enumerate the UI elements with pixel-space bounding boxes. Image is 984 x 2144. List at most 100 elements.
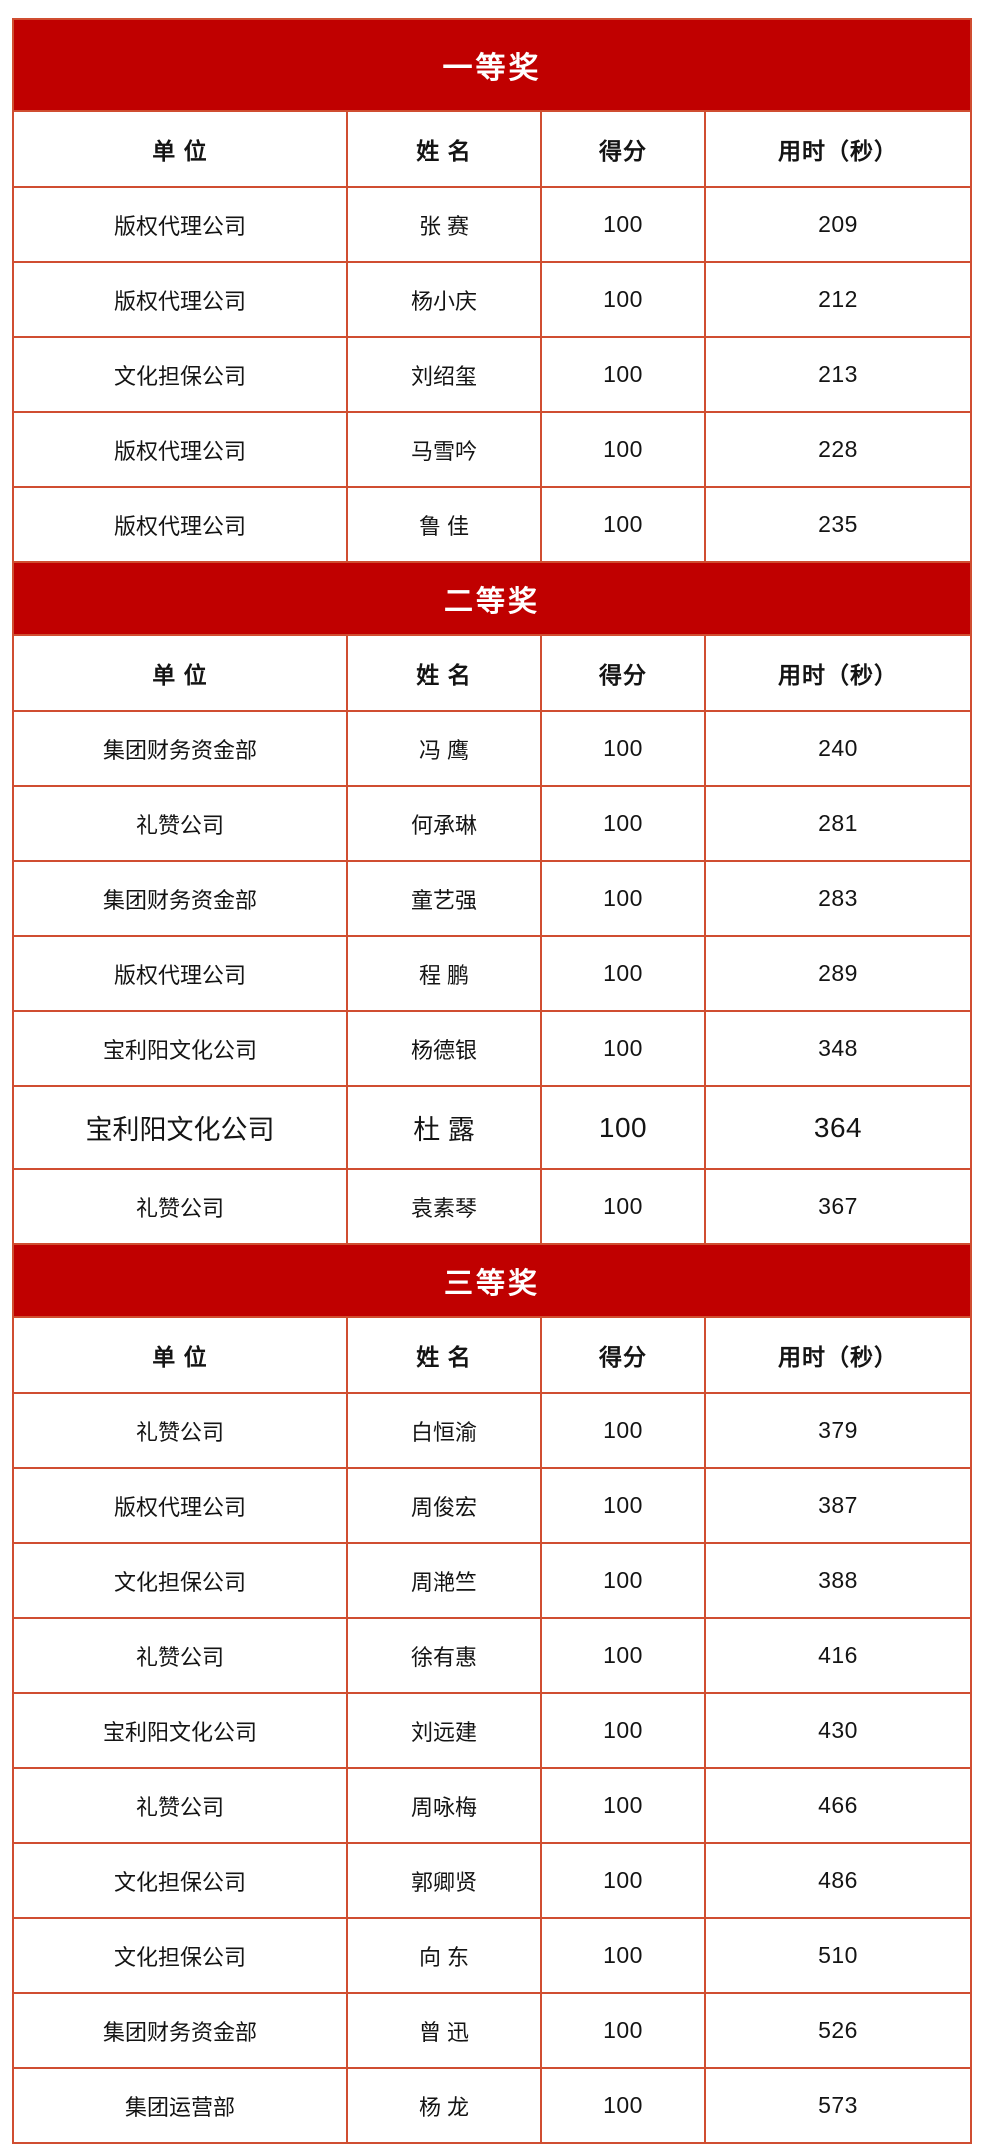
table-row: 宝利阳文化公司 杨德银 100 348 — [12, 1010, 972, 1087]
time-cell: 212 — [704, 261, 972, 338]
unit-cell: 礼赞公司 — [12, 1617, 348, 1694]
score-cell: 100 — [540, 1168, 706, 1245]
unit-cell: 集团运营部 — [12, 2067, 348, 2144]
unit-cell: 宝利阳文化公司 — [12, 1010, 348, 1087]
table-row: 礼赞公司 白恒渝 100 379 — [12, 1392, 972, 1469]
table-row: 集团财务资金部曾 迅 100 526 — [12, 1992, 972, 2069]
score-cell: 100 — [540, 785, 706, 862]
score-cell: 100 — [540, 1542, 706, 1619]
name-cell: 徐有惠 — [346, 1617, 542, 1694]
table-row: 版权代理公司 马雪吟 100 228 — [12, 411, 972, 488]
score-cell: 100 — [540, 1767, 706, 1844]
column-header-name: 姓 名 — [346, 1316, 542, 1394]
unit-cell: 版权代理公司 — [12, 1467, 348, 1544]
name-cell: 袁素琴 — [346, 1168, 542, 1245]
column-header-name: 姓 名 — [346, 110, 542, 188]
score-cell: 100 — [540, 710, 706, 787]
column-header-time: 用时（秒） — [704, 110, 972, 188]
name-cell: 马雪吟 — [346, 411, 542, 488]
unit-cell: 版权代理公司 — [12, 486, 348, 563]
name-cell: 程 鹏 — [346, 935, 542, 1012]
unit-cell: 礼赞公司 — [12, 1767, 348, 1844]
time-cell: 283 — [704, 860, 972, 937]
score-cell: 100 — [540, 411, 706, 488]
table-row: 宝利阳文化公司 刘远建 100 430 — [12, 1692, 972, 1769]
name-cell: 周咏梅 — [346, 1767, 542, 1844]
time-cell: 573 — [704, 2067, 972, 2144]
unit-cell: 宝利阳文化公司 — [12, 1692, 348, 1769]
name-cell: 冯 鹰 — [346, 710, 542, 787]
name-cell: 杨德银 — [346, 1010, 542, 1087]
table-row: 礼赞公司 袁素琴 100 367 — [12, 1168, 972, 1245]
time-cell: 416 — [704, 1617, 972, 1694]
unit-cell: 礼赞公司 — [12, 1392, 348, 1469]
column-header-row: 单 位姓 名得分 用时（秒） — [12, 110, 972, 188]
table-row: 文化担保公司 周滟竺 100 388 — [12, 1542, 972, 1619]
name-cell: 曾 迅 — [346, 1992, 542, 2069]
score-cell: 100 — [540, 486, 706, 563]
time-cell: 289 — [704, 935, 972, 1012]
score-cell: 100 — [540, 1617, 706, 1694]
name-cell: 童艺强 — [346, 860, 542, 937]
unit-cell: 版权代理公司 — [12, 411, 348, 488]
unit-cell: 宝利阳文化公司 — [12, 1085, 348, 1170]
unit-cell: 礼赞公司 — [12, 785, 348, 862]
name-cell: 周滟竺 — [346, 1542, 542, 1619]
score-cell: 100 — [540, 261, 706, 338]
score-cell: 100 — [540, 1842, 706, 1919]
time-cell: 367 — [704, 1168, 972, 1245]
time-cell: 235 — [704, 486, 972, 563]
column-header-score: 得分 — [540, 1316, 706, 1394]
prize-section-banner-row: 一等奖 — [12, 18, 972, 112]
score-cell: 100 — [540, 1467, 706, 1544]
unit-cell: 文化担保公司 — [12, 336, 348, 413]
time-cell: 281 — [704, 785, 972, 862]
time-cell: 388 — [704, 1542, 972, 1619]
time-cell: 526 — [704, 1992, 972, 2069]
column-header-row: 单 位姓 名得分 用时（秒） — [12, 1316, 972, 1394]
time-cell: 379 — [704, 1392, 972, 1469]
time-cell: 466 — [704, 1767, 972, 1844]
unit-cell: 版权代理公司 — [12, 186, 348, 263]
column-header-unit: 单 位 — [12, 634, 348, 712]
unit-cell: 文化担保公司 — [12, 1842, 348, 1919]
column-header-score: 得分 — [540, 634, 706, 712]
table-row: 礼赞公司 周咏梅 100 466 — [12, 1767, 972, 1844]
unit-cell: 文化担保公司 — [12, 1542, 348, 1619]
table-row: 礼赞公司 何承琳 100 281 — [12, 785, 972, 862]
score-cell: 100 — [540, 2067, 706, 2144]
score-cell: 100 — [540, 336, 706, 413]
table-row: 礼赞公司 徐有惠 100 416 — [12, 1617, 972, 1694]
column-header-unit: 单 位 — [12, 110, 348, 188]
table-row: 文化担保公司 刘绍玺 100 213 — [12, 336, 972, 413]
score-cell: 100 — [540, 1392, 706, 1469]
time-cell: 348 — [704, 1010, 972, 1087]
unit-cell: 版权代理公司 — [12, 935, 348, 1012]
name-cell: 刘远建 — [346, 1692, 542, 1769]
unit-cell: 礼赞公司 — [12, 1168, 348, 1245]
score-cell: 100 — [540, 1992, 706, 2069]
time-cell: 387 — [704, 1467, 972, 1544]
column-header-time: 用时（秒） — [704, 634, 972, 712]
name-cell: 何承琳 — [346, 785, 542, 862]
award-results-table: 一等奖单 位姓 名得分 用时（秒） 版权代理公司张 赛 100 209 版权代理公司 杨小庆… — [12, 18, 972, 2144]
unit-cell: 集团财务资金部 — [12, 710, 348, 787]
time-cell: 364 — [704, 1085, 972, 1170]
name-cell: 鲁 佳 — [346, 486, 542, 563]
name-cell: 张 赛 — [346, 186, 542, 263]
prize-section-banner-row: 三等奖 — [12, 1243, 972, 1318]
table-row: 文化担保公司向 东 100 510 — [12, 1917, 972, 1994]
column-header-unit: 单 位 — [12, 1316, 348, 1394]
table-row: 版权代理公司鲁 佳 100 235 — [12, 486, 972, 563]
time-cell: 486 — [704, 1842, 972, 1919]
table-row: 集团财务资金部冯 鹰 100 240 — [12, 710, 972, 787]
prize-banner-title: 二等奖 — [12, 561, 972, 636]
table-row: 宝利阳文化公司杜 露 100 364 — [12, 1085, 972, 1170]
name-cell: 杨小庆 — [346, 261, 542, 338]
name-cell: 刘绍玺 — [346, 336, 542, 413]
score-cell: 100 — [540, 860, 706, 937]
table-row: 版权代理公司 周俊宏 100 387 — [12, 1467, 972, 1544]
score-cell: 100 — [540, 1010, 706, 1087]
score-cell: 100 — [540, 1917, 706, 1994]
